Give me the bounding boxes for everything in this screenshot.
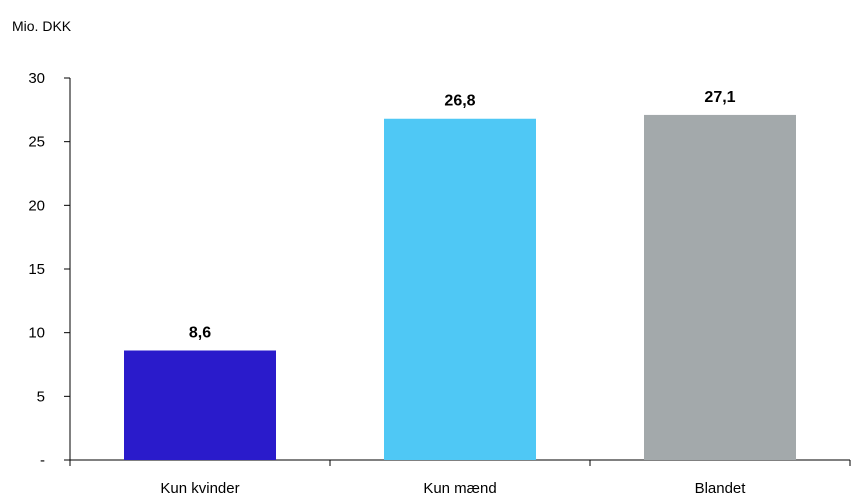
- bar-0: [124, 350, 276, 460]
- y-axis: - 5 10 15 20 25 30: [28, 70, 71, 469]
- y-tick-label: 5: [37, 388, 45, 405]
- y-tick-label: 20: [28, 197, 45, 214]
- y-tick-label: 10: [28, 325, 45, 342]
- x-tick-label: Kun mænd: [423, 480, 496, 494]
- y-tick-label: 30: [28, 70, 45, 87]
- y-tick-label: 25: [28, 134, 45, 151]
- data-label: 27,1: [704, 89, 735, 106]
- bar-1: [384, 118, 536, 460]
- bar-2: [644, 114, 796, 460]
- y-tick-label: 15: [28, 261, 45, 278]
- bars: 8,6 26,8 27,1: [124, 89, 796, 460]
- x-tick-label: Kun kvinder: [160, 480, 239, 494]
- y-tick-label: -: [40, 452, 45, 469]
- data-label: 8,6: [189, 324, 211, 341]
- x-axis: Kun kvinder Kun mænd Blandet: [69, 459, 851, 494]
- unit-label: Mio. DKK: [12, 18, 72, 34]
- data-label: 26,8: [444, 93, 475, 110]
- x-tick-label: Blandet: [695, 480, 747, 494]
